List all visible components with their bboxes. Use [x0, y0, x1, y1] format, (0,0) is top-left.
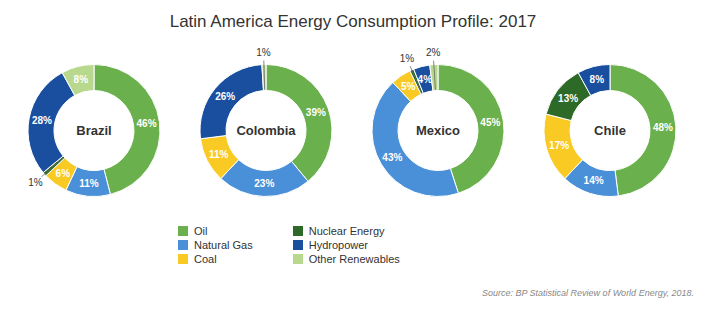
- html-text:Natural Gas: Natural Gas: [194, 239, 253, 251]
- svg-text:8%: 8%: [590, 74, 605, 85]
- svg-text:5%: 5%: [401, 81, 416, 92]
- svg-text:1%: 1%: [400, 53, 415, 64]
- html-text:Nuclear Energy: Nuclear Energy: [308, 225, 385, 237]
- svg-text:28%: 28%: [32, 115, 52, 126]
- svg-text:43%: 43%: [382, 152, 402, 163]
- svg-text:8%: 8%: [74, 74, 89, 85]
- svg-text:13%: 13%: [558, 93, 578, 104]
- html-text:Hydropower: Hydropower: [308, 239, 368, 251]
- svg-text:4%: 4%: [418, 74, 433, 85]
- svg-text:Chile: Chile: [594, 123, 626, 138]
- svg-text:46%: 46%: [137, 118, 157, 129]
- svg-text:11%: 11%: [79, 178, 99, 189]
- svg-text:48%: 48%: [653, 122, 673, 133]
- svg-text:17%: 17%: [549, 140, 569, 151]
- svg-text:Brazil: Brazil: [76, 123, 111, 138]
- svg-text:1%: 1%: [256, 47, 271, 58]
- svg-text:Mexico: Mexico: [416, 123, 460, 138]
- svg-text:Colombia: Colombia: [236, 123, 296, 138]
- html-text:Other Renewables: Other Renewables: [308, 253, 400, 265]
- svg-text:11%: 11%: [209, 149, 229, 160]
- svg-text:45%: 45%: [480, 117, 500, 128]
- html-text:Oil: Oil: [194, 225, 208, 237]
- svg-text:39%: 39%: [306, 107, 326, 118]
- svg-text:1%: 1%: [28, 177, 43, 188]
- svg-text:23%: 23%: [254, 178, 274, 189]
- svg-text:2%: 2%: [426, 47, 441, 58]
- svg-text:26%: 26%: [215, 91, 235, 102]
- html-text:Latin America Energy Consumpti: Latin America Energy Consumption Profile…: [169, 12, 537, 31]
- html-text:Source: BP Statistical Review: Source: BP Statistical Review of World E…: [481, 288, 694, 298]
- html-text:Coal: Coal: [194, 253, 217, 265]
- svg-text:14%: 14%: [584, 175, 604, 186]
- svg-text:6%: 6%: [56, 168, 71, 179]
